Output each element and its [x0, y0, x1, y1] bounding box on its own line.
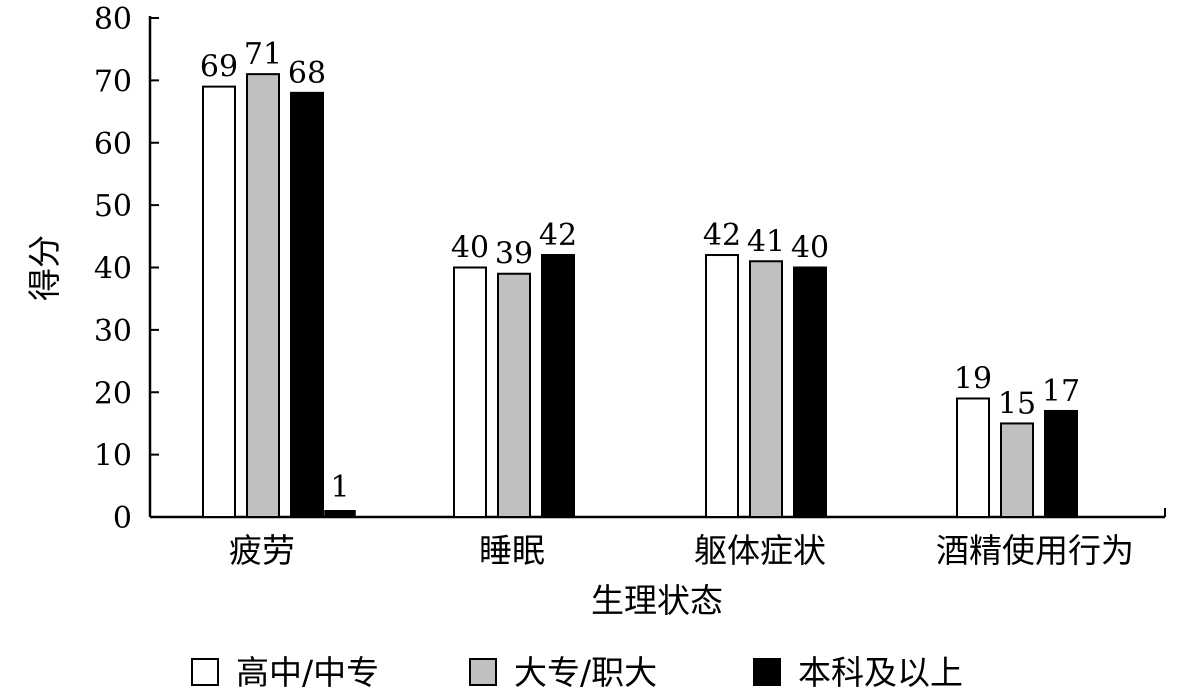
y-tick-label: 60 — [94, 127, 132, 162]
category-label: 睡眠 — [479, 531, 545, 570]
bar-value-label: 68 — [288, 56, 326, 91]
extra-bar-value-label: 1 — [330, 470, 349, 505]
bar-value-label: 71 — [244, 37, 282, 72]
extra-bar — [324, 510, 356, 518]
bar — [1000, 422, 1034, 518]
bar — [1044, 409, 1078, 518]
legend-item: 高中/中专 — [191, 653, 379, 692]
y-axis-title: 得分 — [25, 235, 64, 301]
y-tick-label: 20 — [94, 376, 132, 411]
bar — [497, 272, 531, 518]
x-axis-title: 生理状态 — [591, 581, 723, 620]
bar-value-label: 40 — [451, 231, 489, 266]
bar-value-label: 69 — [200, 50, 238, 85]
bar — [793, 266, 827, 518]
bar-value-label: 41 — [747, 224, 785, 259]
category-label: 疲劳 — [229, 531, 295, 570]
bar-value-label: 39 — [495, 237, 533, 272]
y-tick-label: 40 — [94, 252, 132, 287]
legend: 高中/中专 大专/职大 本科及以上 — [191, 653, 963, 692]
legend-item: 本科及以上 — [753, 653, 963, 692]
legend-label: 大专/职大 — [514, 653, 657, 692]
y-tick-label: 50 — [94, 189, 132, 224]
bar-value-label: 42 — [539, 218, 577, 253]
bar — [705, 254, 739, 518]
y-tick-label: 80 — [94, 2, 132, 37]
value-labels: 69 40 42 19 71 39 41 15 68 42 40 17 1 — [200, 37, 1080, 505]
bar — [956, 397, 990, 518]
bar — [246, 73, 280, 518]
bar-value-label: 17 — [1042, 374, 1080, 409]
bar — [453, 266, 487, 518]
bar-value-label: 42 — [703, 218, 741, 253]
y-tick-label: 70 — [94, 64, 132, 99]
bar-value-label: 15 — [998, 386, 1036, 421]
category-label: 躯体症状 — [694, 531, 826, 570]
bar — [202, 85, 236, 519]
legend-swatch — [753, 658, 781, 686]
bar — [541, 254, 575, 518]
bar-value-label: 19 — [954, 361, 992, 396]
bars — [202, 73, 1078, 519]
y-tick-label: 10 — [94, 439, 132, 474]
y-tick-label: 0 — [113, 501, 132, 536]
category-label: 酒精使用行为 — [936, 531, 1134, 570]
category-labels: 疲劳 睡眠 躯体症状 酒精使用行为 — [229, 531, 1134, 570]
legend-swatch — [191, 658, 219, 686]
legend-swatch — [469, 658, 497, 686]
legend-label: 高中/中专 — [236, 653, 379, 692]
legend-item: 大专/职大 — [469, 653, 657, 692]
y-axis: 0 10 20 30 40 50 60 70 80 — [94, 2, 159, 536]
bar — [749, 260, 783, 519]
y-tick-label: 30 — [94, 314, 132, 349]
bar — [290, 91, 324, 518]
legend-label: 本科及以上 — [798, 653, 963, 692]
bar-value-label: 40 — [791, 231, 829, 266]
